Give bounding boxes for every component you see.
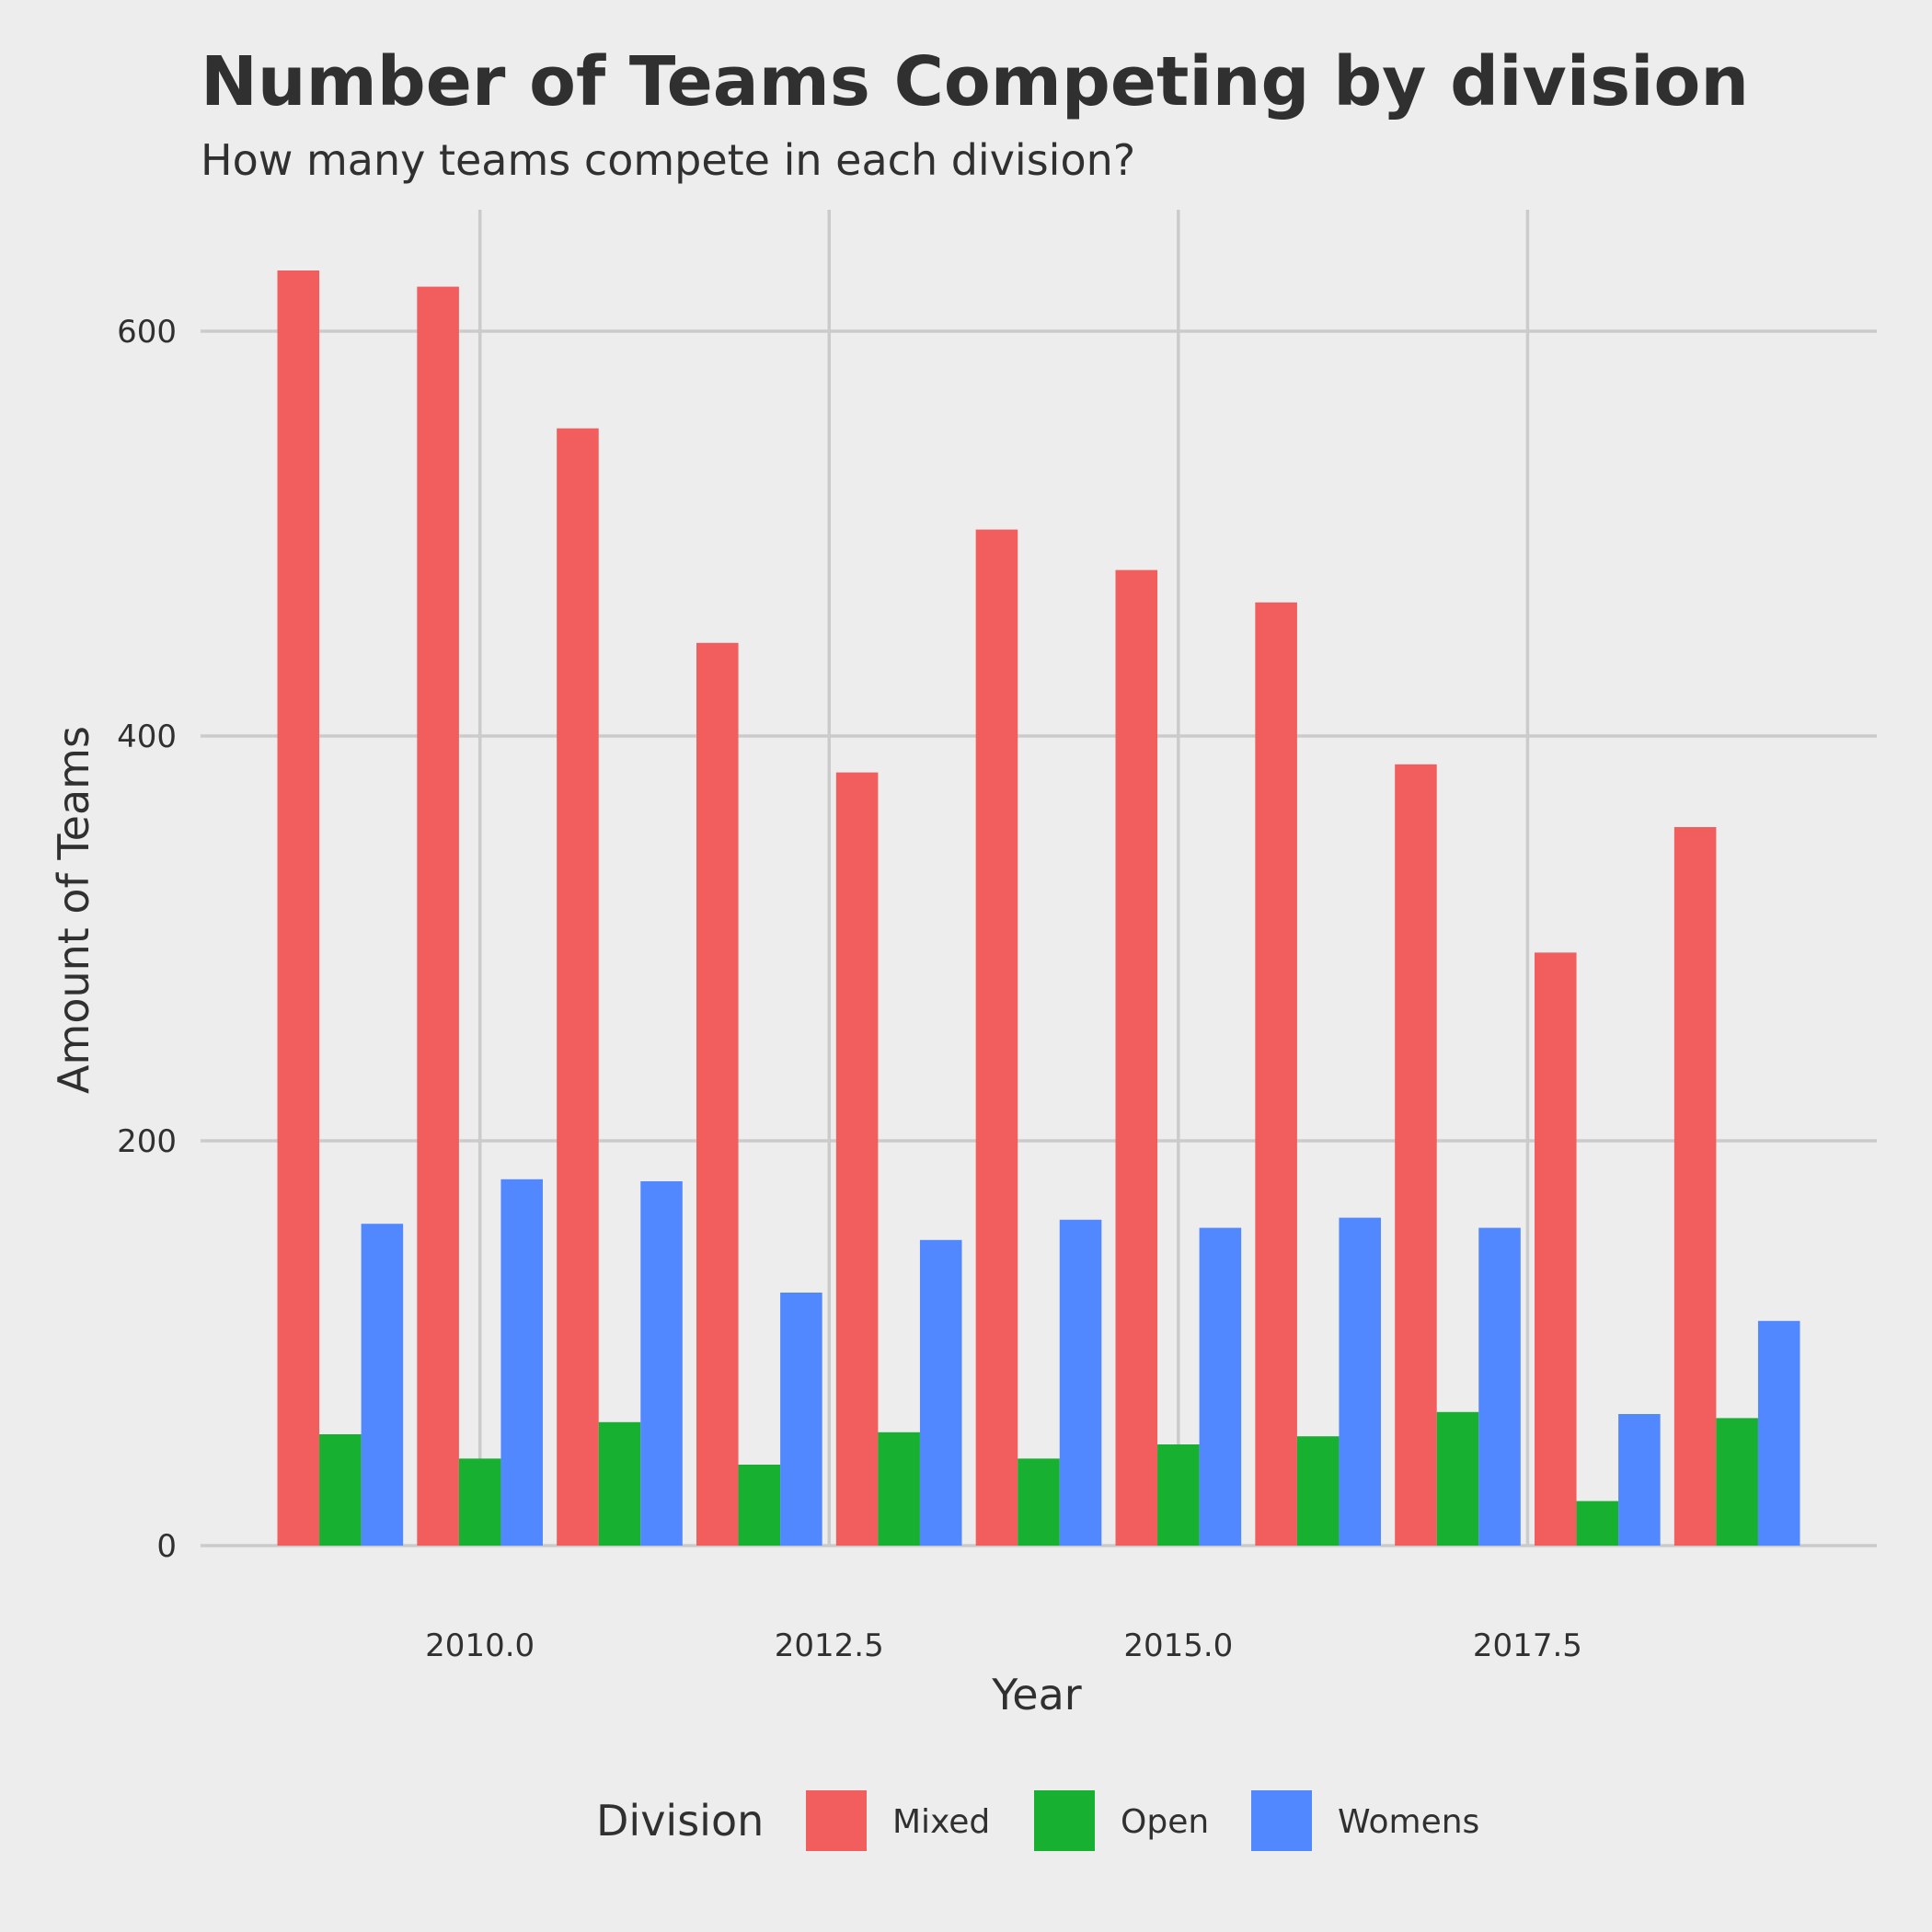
bar-open	[1018, 1458, 1060, 1546]
bar-womens	[1478, 1227, 1521, 1546]
bar-mixed	[1115, 569, 1158, 1546]
bar-mixed	[835, 772, 879, 1546]
y-tick-labels: 0 200 400 600	[117, 314, 177, 1565]
bar-womens	[1618, 1414, 1661, 1546]
legend-label-mixed: Mixed	[892, 1803, 990, 1841]
legend-label-open: Open	[1121, 1803, 1209, 1841]
y-tick-label: 200	[117, 1123, 177, 1160]
legend-key-mixed	[806, 1790, 867, 1851]
bar-open	[1296, 1436, 1340, 1546]
bar-womens	[780, 1293, 822, 1546]
bar-mixed	[1255, 602, 1297, 1546]
bar-open	[1157, 1444, 1200, 1546]
x-tick-labels: 2010.0 2012.5 2015.0 2017.5	[425, 1627, 1582, 1664]
bar-womens	[1339, 1217, 1381, 1546]
bar-open	[1716, 1418, 1758, 1546]
legend-title: Division	[596, 1796, 764, 1846]
bar-womens	[1757, 1320, 1800, 1546]
bar-open	[1576, 1501, 1619, 1546]
chart-title: Number of Teams Competing by division	[201, 42, 1749, 121]
legend-key-open	[1034, 1790, 1095, 1851]
bar-womens	[500, 1179, 543, 1546]
bar-open	[458, 1458, 501, 1546]
bar-womens	[1199, 1227, 1242, 1546]
y-tick-label: 400	[117, 719, 177, 755]
bar-womens	[640, 1181, 683, 1546]
x-tick-label: 2015.0	[1123, 1627, 1233, 1664]
bar-mixed	[557, 428, 599, 1547]
legend-key-womens	[1251, 1790, 1312, 1851]
x-tick-label: 2010.0	[425, 1627, 535, 1664]
bar-womens	[361, 1224, 404, 1546]
bar-mixed	[696, 642, 739, 1546]
bar-open	[598, 1421, 641, 1546]
bar-mixed	[1673, 827, 1717, 1546]
legend-label-womens: Womens	[1338, 1803, 1479, 1841]
y-tick-label: 0	[156, 1528, 177, 1565]
bar-mixed	[1535, 952, 1577, 1546]
x-tick-label: 2017.5	[1473, 1627, 1582, 1664]
bar-womens	[1059, 1219, 1102, 1546]
bar-mixed	[1395, 764, 1437, 1546]
bar-mixed	[277, 270, 320, 1546]
bar-open	[319, 1434, 362, 1546]
bar-womens	[919, 1239, 962, 1546]
bar-mixed	[417, 286, 459, 1547]
x-axis-title: Year	[991, 1670, 1081, 1719]
y-tick-label: 600	[117, 314, 177, 351]
bars	[277, 270, 1800, 1547]
bar-open	[878, 1432, 920, 1546]
chart-subtitle: How many teams compete in each division?	[201, 135, 1135, 185]
bar-mixed	[975, 529, 1018, 1546]
x-tick-label: 2012.5	[775, 1627, 884, 1664]
bar-open	[1436, 1411, 1479, 1546]
legend: Division Mixed Open Womens	[596, 1790, 1479, 1851]
y-axis-title: Amount of Teams	[49, 726, 98, 1094]
bar-open	[738, 1465, 781, 1546]
